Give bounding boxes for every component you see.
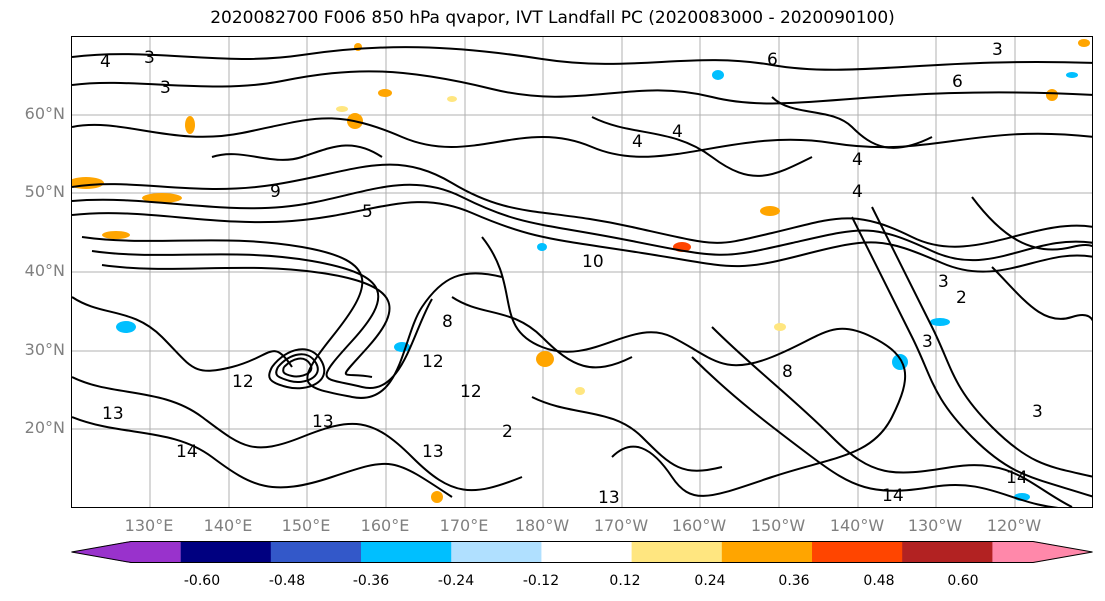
colorbar-tick: -0.12 — [522, 573, 560, 589]
contour-label: 14 — [1006, 468, 1028, 488]
contour-label: 9 — [270, 182, 281, 202]
colorbar-segment — [902, 541, 993, 563]
contour-label: 3 — [922, 332, 933, 352]
contour-label: 2 — [956, 288, 967, 308]
colorbar-segment — [631, 541, 723, 563]
contour-label: 8 — [782, 362, 793, 382]
lon-label-150e: 150°E — [281, 516, 331, 535]
lat-label-40n: 40°N — [24, 261, 65, 280]
lon-label-140e: 140°E — [203, 516, 253, 535]
colorbar-tick: 0.36 — [778, 573, 810, 589]
contour-label: 6 — [767, 50, 778, 70]
lat-label-30n: 30°N — [24, 340, 65, 359]
colorbar-extend-low — [71, 541, 181, 563]
contour-label: 4 — [672, 122, 683, 142]
lat-label-50n: 50°N — [24, 182, 65, 201]
contour-label: 4 — [852, 182, 863, 202]
colorbar-tick: 0.12 — [609, 573, 641, 589]
contour-label: 12 — [460, 382, 482, 402]
contour-label: 14 — [882, 486, 904, 506]
contour-label: 3 — [992, 40, 1003, 60]
contour-label: 3 — [938, 272, 949, 292]
contour-label: 3 — [144, 48, 155, 68]
colorbar-tick: -0.36 — [352, 573, 390, 589]
ivt-contours — [72, 46, 1092, 507]
contour-label: 4 — [852, 150, 863, 170]
contour-label: 13 — [312, 412, 334, 432]
contour-label: 3 — [1032, 402, 1043, 422]
contour-label: 13 — [598, 488, 620, 508]
colorbar-tick: -0.24 — [437, 573, 475, 589]
colorbar-tick: -0.60 — [183, 573, 221, 589]
contour-label: 2 — [502, 422, 513, 442]
colorbar-segment — [721, 541, 813, 563]
colorbar-tick: 0.48 — [863, 573, 895, 589]
colorbar-tick: -0.48 — [268, 573, 306, 589]
graticule — [72, 37, 1092, 507]
lon-label-170w: 170°W — [593, 516, 649, 535]
contour-label: 8 — [442, 312, 453, 332]
lat-label-60n: 60°N — [24, 104, 65, 123]
lon-label-160e: 160°E — [360, 516, 410, 535]
colorbar-tick: 0.24 — [694, 573, 726, 589]
colorbar-segment — [361, 541, 452, 563]
contour-label: 10 — [582, 252, 604, 272]
colorbar-segment — [180, 541, 272, 563]
lon-label-150w: 150°W — [750, 516, 806, 535]
contour-labels: 3 3 6 3 6 4 4 4 4 4 3 9 5 10 12 12 13 13… — [100, 40, 1043, 508]
colorbar-segment — [541, 541, 633, 563]
shaded-anomalies — [72, 39, 1090, 503]
chart-title: 2020082700 F006 850 hPa qvapor, IVT Land… — [210, 8, 895, 28]
lon-label-120w: 120°W — [986, 516, 1042, 535]
colorbar-segment — [812, 541, 903, 563]
contour-label: 13 — [422, 442, 444, 462]
colorbar-segment — [451, 541, 542, 563]
contour-label: 4 — [632, 132, 643, 152]
lon-label-130e: 130°E — [124, 516, 174, 535]
contour-label: 12 — [422, 352, 444, 372]
map-panel: 3 3 6 3 6 4 4 4 4 4 3 9 5 10 12 12 13 13… — [71, 36, 1093, 508]
colorbar-extend-high — [992, 541, 1093, 563]
lon-label-160w: 160°W — [671, 516, 727, 535]
lon-label-140w: 140°W — [829, 516, 885, 535]
contour-label: 14 — [176, 442, 198, 462]
contour-label: 12 — [232, 372, 254, 392]
contour-label: 3 — [160, 78, 171, 98]
contour-label: 4 — [100, 52, 111, 72]
contour-label: 13 — [102, 404, 124, 424]
contour-label: 5 — [362, 202, 373, 222]
map-svg: 3 3 6 3 6 4 4 4 4 4 3 9 5 10 12 12 13 13… — [72, 37, 1092, 508]
lon-label-170e: 170°E — [439, 516, 489, 535]
lon-label-130w: 130°W — [907, 516, 963, 535]
contour-label: 6 — [952, 72, 963, 92]
lat-label-20n: 20°N — [24, 418, 65, 437]
colorbar — [71, 541, 1093, 563]
colorbar-tick: 0.60 — [947, 573, 979, 589]
lon-label-180w: 180°W — [514, 516, 570, 535]
colorbar-segment — [270, 541, 362, 563]
